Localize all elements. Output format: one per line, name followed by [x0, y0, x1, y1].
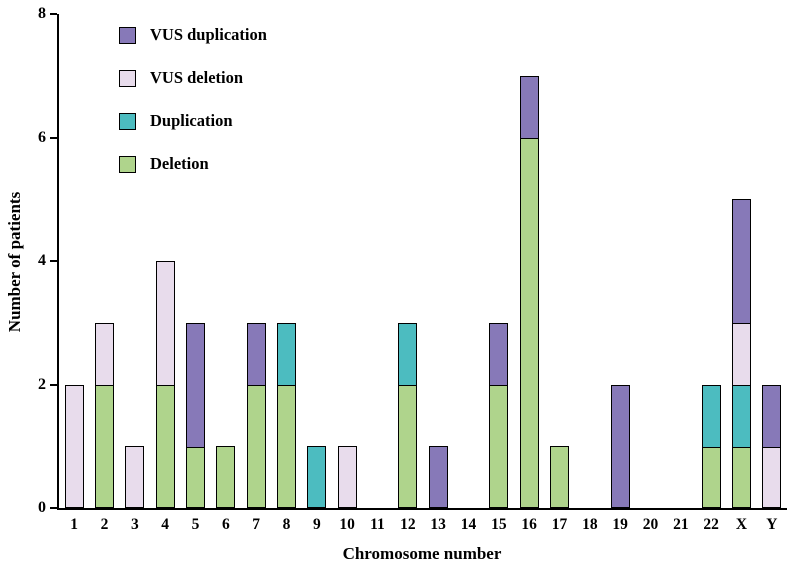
bar-segment — [732, 199, 751, 325]
x-category-label: 11 — [370, 516, 385, 533]
y-tick-mark — [50, 507, 57, 509]
bar-segment — [155, 261, 175, 386]
bar-segment — [155, 384, 175, 508]
x-category-label: 1 — [70, 516, 79, 533]
bar-segment — [95, 322, 114, 386]
bar-segment — [732, 384, 751, 448]
bar-segment — [489, 384, 509, 508]
y-tick-mark — [50, 136, 57, 139]
legend-label: VUS duplication — [150, 24, 267, 44]
x-category-label: 4 — [161, 516, 170, 533]
bar-segment — [762, 446, 782, 508]
legend-swatch — [119, 69, 136, 87]
bar-segment — [95, 384, 114, 508]
y-tick-mark — [50, 260, 57, 262]
bar-segment — [64, 384, 84, 508]
legend-label: Deletion — [150, 153, 209, 173]
bar-segment — [307, 446, 327, 508]
bar-segment — [519, 137, 539, 508]
legend: VUS duplication VUS deletion Duplication De… — [119, 26, 267, 198]
x-category-label: 13 — [430, 516, 446, 533]
legend-item: VUS duplication — [119, 26, 267, 44]
x-category-label: 12 — [400, 516, 416, 533]
bar-segment — [216, 446, 236, 508]
bar-segment — [701, 446, 721, 508]
bar-segment — [277, 384, 296, 508]
bar-segment — [125, 446, 145, 508]
x-category-label: 9 — [312, 516, 321, 533]
x-category-label: 10 — [339, 516, 355, 533]
x-category-label: 20 — [642, 516, 659, 533]
bar-segment — [186, 446, 205, 508]
plot-area: VUS duplication VUS deletion Duplication De… — [38, 6, 787, 532]
y-axis-title: Number of patients — [5, 191, 24, 333]
y-tick-mark — [50, 383, 57, 386]
legend-label: VUS deletion — [150, 67, 244, 87]
x-category-label: 6 — [221, 516, 230, 533]
legend-item: VUS deletion — [119, 69, 267, 87]
x-category-label: 14 — [460, 516, 477, 533]
bar-segment — [277, 322, 296, 386]
legend-swatch — [119, 155, 136, 173]
x-category-label: 17 — [551, 516, 568, 533]
bar-segment — [701, 384, 721, 448]
x-category-label: 3 — [130, 516, 139, 533]
x-category-label: 5 — [191, 516, 200, 533]
x-category-label: 21 — [673, 516, 689, 533]
y-tick-label: 6 — [38, 128, 46, 146]
y-tick-mark — [50, 13, 57, 15]
bar-segment — [489, 322, 509, 386]
bar-segment — [732, 446, 751, 508]
x-category-label: 15 — [491, 516, 507, 533]
legend-item: Duplication — [119, 112, 267, 130]
bar-segment — [246, 384, 266, 508]
x-category-label: Y — [766, 516, 778, 533]
bar-segment — [732, 322, 751, 386]
x-category-label: 2 — [100, 516, 109, 533]
bar-segment — [398, 322, 418, 386]
x-category-label: 18 — [582, 516, 598, 533]
x-category-label: 8 — [282, 516, 291, 533]
x-category-label: 7 — [252, 516, 261, 533]
x-axis-title: Chromosome number — [342, 544, 502, 563]
legend-swatch — [119, 26, 136, 44]
x-category-label: X — [735, 516, 748, 533]
legend-label: Duplication — [150, 110, 233, 130]
x-category-label: 16 — [521, 516, 537, 533]
legend-swatch — [119, 112, 136, 130]
y-tick-label: 2 — [38, 375, 46, 393]
y-tick-label: 8 — [38, 5, 46, 22]
y-tick-label: 4 — [38, 252, 46, 269]
legend-item: Deletion — [119, 155, 267, 173]
bar-segment — [398, 384, 418, 508]
x-category-label: 19 — [612, 516, 628, 533]
x-category-label: 22 — [703, 516, 719, 533]
bar-segment — [246, 322, 266, 386]
bar-segment — [186, 322, 205, 448]
bar-segment — [610, 384, 630, 508]
bar-segment — [519, 75, 539, 139]
bar-segment — [762, 384, 782, 448]
y-tick-label: 0 — [38, 499, 46, 516]
bar-segment — [428, 446, 448, 508]
bar-segment — [550, 446, 569, 508]
bar-segment — [337, 446, 357, 508]
